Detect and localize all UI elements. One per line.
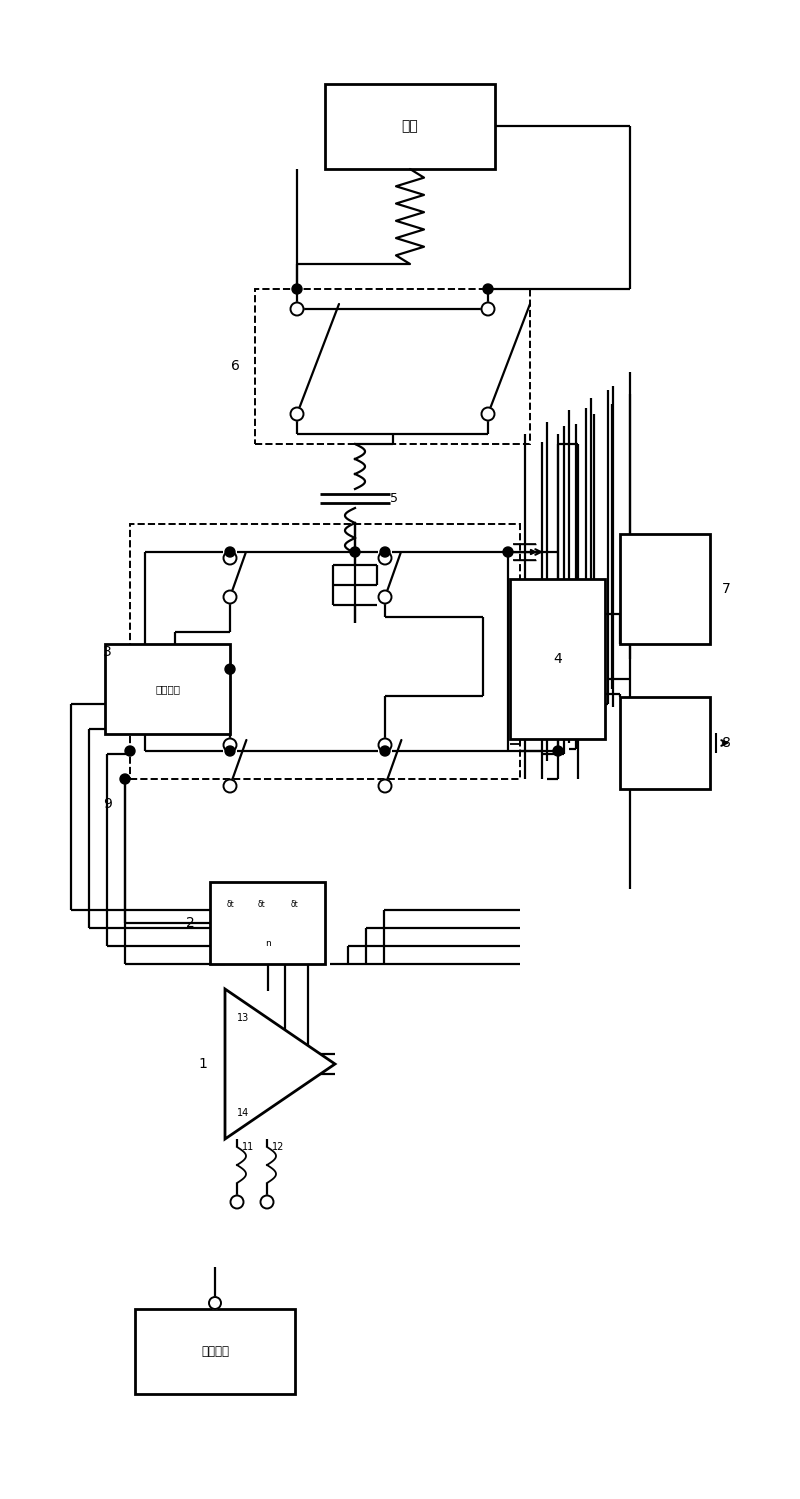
- Text: 11: 11: [242, 1142, 254, 1153]
- Bar: [210, 881, 325, 964]
- Circle shape: [380, 547, 390, 558]
- Circle shape: [380, 747, 390, 755]
- Circle shape: [225, 547, 235, 558]
- Bar: [255, 289, 530, 444]
- Circle shape: [223, 739, 237, 751]
- Circle shape: [209, 1297, 221, 1309]
- Circle shape: [503, 547, 513, 558]
- Circle shape: [223, 779, 237, 793]
- Text: δt: δt: [258, 901, 266, 910]
- Circle shape: [290, 303, 303, 315]
- Text: 功率电源: 功率电源: [155, 684, 180, 694]
- Circle shape: [350, 547, 360, 558]
- Circle shape: [483, 283, 493, 294]
- Text: 3: 3: [103, 645, 112, 658]
- Circle shape: [223, 552, 237, 565]
- Circle shape: [378, 591, 391, 604]
- Circle shape: [378, 739, 391, 751]
- Circle shape: [120, 773, 130, 784]
- Circle shape: [482, 408, 494, 421]
- Text: 1: 1: [198, 1057, 207, 1070]
- Text: 9: 9: [103, 797, 112, 811]
- Bar: [620, 534, 710, 645]
- Text: 8: 8: [722, 736, 731, 750]
- Circle shape: [225, 747, 235, 755]
- Circle shape: [223, 591, 237, 604]
- Circle shape: [553, 747, 563, 755]
- Text: 负载: 负载: [402, 120, 418, 133]
- Circle shape: [225, 664, 235, 675]
- Bar: [105, 645, 230, 735]
- Text: 7: 7: [722, 582, 730, 597]
- Text: 12: 12: [272, 1142, 284, 1153]
- Circle shape: [230, 1196, 243, 1208]
- Text: 4: 4: [553, 652, 562, 666]
- Text: 6: 6: [231, 360, 240, 373]
- Bar: [510, 579, 605, 739]
- Text: n: n: [265, 938, 270, 947]
- Text: 14: 14: [237, 1108, 250, 1118]
- Bar: [325, 84, 495, 169]
- Text: δt: δt: [226, 901, 234, 910]
- Text: 2: 2: [186, 916, 195, 929]
- Text: 13: 13: [237, 1013, 250, 1024]
- Circle shape: [292, 283, 302, 294]
- Bar: [620, 697, 710, 788]
- Circle shape: [378, 779, 391, 793]
- Text: 5: 5: [390, 492, 398, 505]
- Circle shape: [482, 303, 494, 315]
- Circle shape: [378, 552, 391, 565]
- Text: 控制装置: 控制装置: [201, 1345, 229, 1358]
- Text: δt: δt: [290, 901, 298, 910]
- Bar: [130, 525, 520, 779]
- Polygon shape: [225, 989, 335, 1139]
- Circle shape: [261, 1196, 274, 1208]
- Circle shape: [290, 408, 303, 421]
- Bar: [135, 1309, 295, 1394]
- Circle shape: [125, 747, 135, 755]
